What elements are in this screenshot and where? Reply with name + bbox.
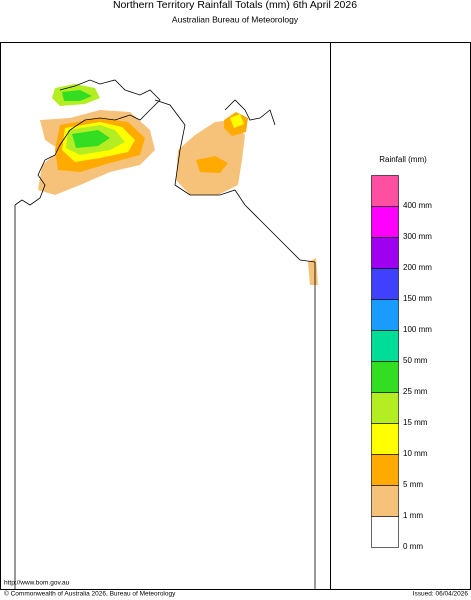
legend-swatch [371,516,399,548]
legend-frame [330,42,471,590]
legend-swatch [371,423,399,455]
legend-label: 25 mm [403,387,428,396]
legend: 400 mm 300 mm 200 mm 150 mm 100 mm 50 mm 25 mm… [371,175,432,551]
legend-swatch [371,206,399,238]
legend-label: 1 mm [403,511,423,520]
legend-swatch [371,268,399,300]
legend-title: Rainfall (mm) [379,155,427,164]
legend-swatch [371,175,399,207]
legend-label: 100 mm [403,325,432,334]
legend-swatch [371,299,399,331]
legend-swatch [371,454,399,486]
footer-issued: Issued: 06/04/2026 [413,591,469,598]
legend-label: 0 mm [403,542,423,551]
legend-label: 15 mm [403,418,428,427]
legend-swatch [371,237,399,269]
legend-label: 5 mm [403,480,423,489]
legend-swatch [371,485,399,517]
legend-label: 400 mm [403,201,432,210]
coastline [14,79,316,590]
subtitle: Australian Bureau of Meteorology [172,14,299,24]
legend-label: 300 mm [403,232,432,241]
legend-swatch [371,392,399,424]
legend-label: 150 mm [403,294,432,303]
legend-label: 50 mm [403,356,428,365]
legend-label: 200 mm [403,263,432,272]
title: Northern Territory Rainfall Totals (mm) … [113,0,357,11]
legend-swatch [371,361,399,393]
footer-copyright: © Commonwealth of Australia 2026, Bureau… [4,590,176,598]
legend-swatch [371,330,399,362]
rainfall-areas [38,84,318,285]
footer-url: http://www.bom.gov.au [4,580,70,587]
legend-label: 10 mm [403,449,428,458]
